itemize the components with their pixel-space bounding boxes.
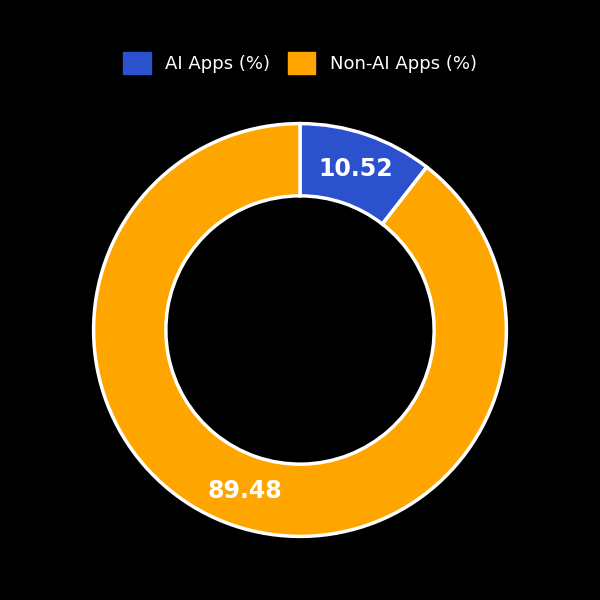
Text: 10.52: 10.52: [318, 157, 392, 181]
Text: 89.48: 89.48: [208, 479, 282, 503]
Legend: AI Apps (%), Non-AI Apps (%): AI Apps (%), Non-AI Apps (%): [116, 45, 484, 82]
Wedge shape: [94, 124, 506, 536]
Wedge shape: [300, 124, 427, 224]
